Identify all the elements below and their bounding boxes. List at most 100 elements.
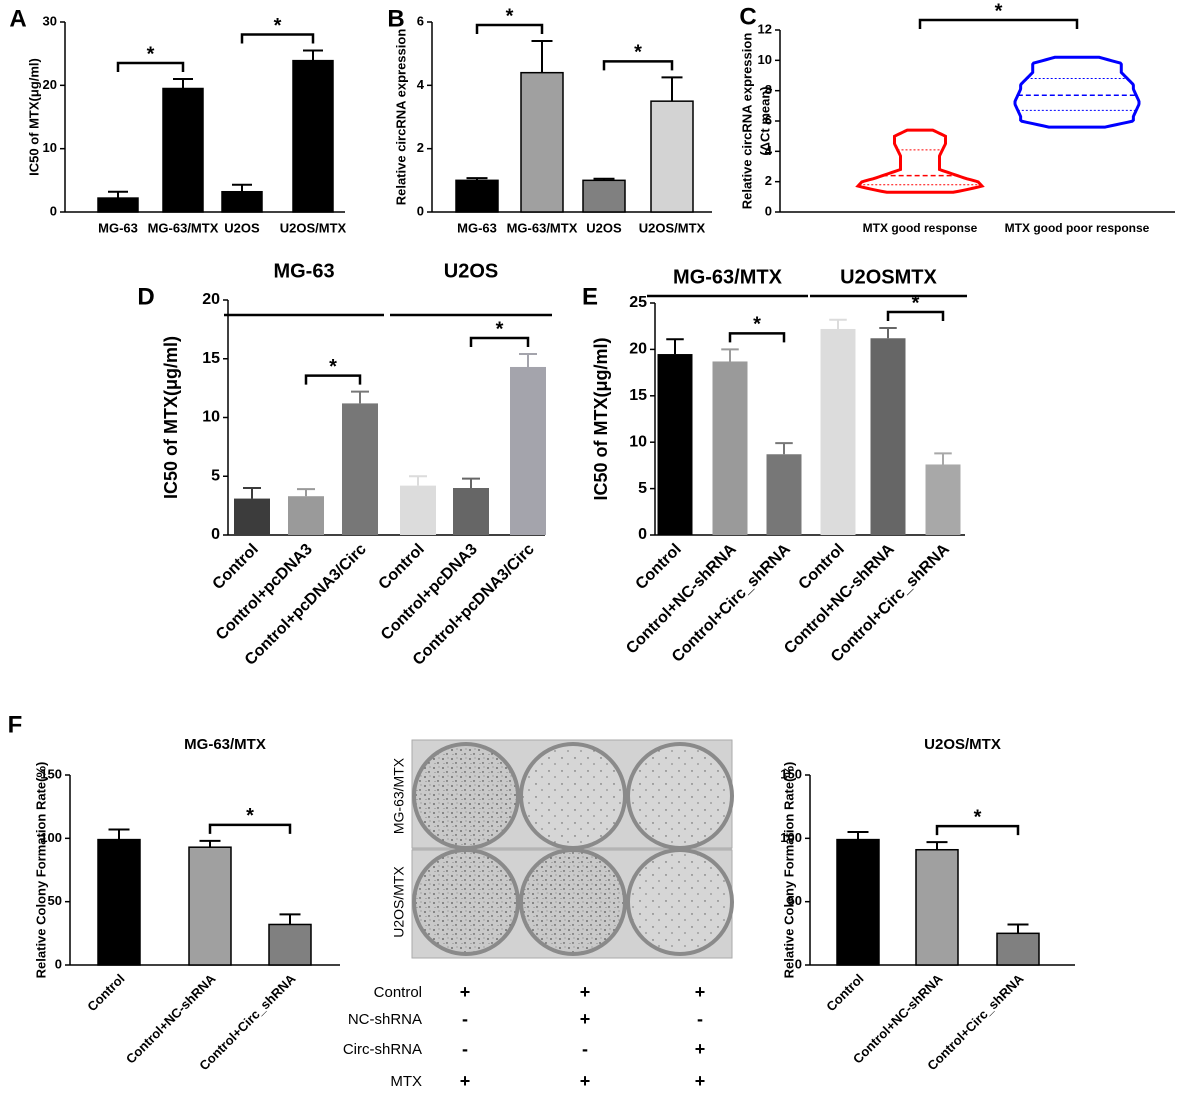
table-cell: + [580, 1071, 591, 1091]
significance-label: * [912, 292, 920, 314]
group-label: U2OS [444, 260, 498, 282]
significance-bracket [116, 61, 185, 72]
x-tick-label: Control+pcDNA3/Circ [410, 541, 538, 669]
significance-label: * [753, 314, 761, 336]
y-tick-label: 4 [765, 143, 773, 158]
x-tick-label: MG-63/MTX [507, 220, 578, 235]
y-axis-label: IC50 of MTX(μg/ml) [161, 336, 181, 499]
y-tick-label: 10 [629, 433, 647, 450]
bar [650, 100, 694, 213]
error-bar [351, 390, 369, 404]
table-cell: + [695, 1071, 706, 1091]
panel-label: D [137, 283, 154, 310]
table-cell: + [580, 982, 591, 1002]
panel-label: A [9, 5, 26, 32]
x-tick-label: Control+pcDNA3 [213, 541, 316, 644]
y-tick-label: 100 [40, 830, 62, 845]
significance-bracket [208, 823, 292, 834]
y-axis-label: Relative circRNA expression [393, 29, 408, 206]
bar [915, 848, 959, 966]
panel-label: E [582, 283, 598, 310]
y-tick-label: 2 [417, 140, 424, 155]
bar [162, 87, 204, 213]
error-bar [847, 831, 869, 840]
table-cell: + [695, 982, 706, 1002]
bar [520, 71, 564, 213]
panel-label: F [8, 711, 23, 738]
x-tick-label: Control+pcDNA3 [378, 541, 481, 644]
table-cell: - [697, 1009, 703, 1029]
bar [820, 328, 856, 535]
bar [455, 179, 499, 213]
bar [657, 354, 693, 535]
significance-label: * [274, 15, 282, 37]
violin [855, 128, 985, 194]
violin [1013, 55, 1141, 129]
image-row-label: U2OS/MTX [391, 866, 407, 938]
y-tick-label: 0 [638, 526, 647, 543]
y-axis-label: Relative Colony Formation Rate(%) [33, 762, 48, 979]
y-tick-label: 15 [629, 387, 647, 404]
chart-title: U2OS/MTX [924, 736, 1001, 753]
panel-label: C [739, 3, 756, 30]
y-tick-label: 10 [43, 140, 57, 155]
y-tick-label: 6 [417, 13, 424, 28]
x-tick-label: Control [84, 971, 127, 1014]
y-tick-label: 4 [417, 77, 425, 92]
x-tick-label: MG-63 [98, 220, 138, 235]
y-tick-label: 50 [48, 893, 62, 908]
table-row-label: Circ-shRNA [343, 1041, 422, 1058]
y-tick-label: 50 [788, 893, 802, 908]
significance-bracket [935, 824, 1020, 836]
panel-label: B [387, 5, 404, 32]
significance-label: * [147, 43, 155, 65]
y-tick-label: 20 [629, 341, 647, 358]
bar [400, 485, 436, 535]
error-bar [926, 841, 948, 850]
bar [712, 361, 748, 535]
y-tick-label: 2 [765, 173, 772, 188]
x-tick-label: Control [633, 541, 685, 593]
error-bar [199, 839, 221, 848]
bar [453, 488, 489, 535]
bar [292, 59, 334, 213]
x-tick-label: U2OS/MTX [639, 220, 706, 235]
y-tick-label: 20 [202, 291, 220, 308]
y-axis-label: IC50 of MTX(μg/ml) [591, 337, 611, 500]
y-tick-label: 5 [638, 480, 647, 497]
table-row-label: NC-shRNA [348, 1011, 422, 1028]
y-tick-label: 30 [43, 13, 57, 28]
table-cell: + [460, 982, 471, 1002]
significance-bracket [475, 23, 544, 34]
y-tick-label: 6 [765, 112, 772, 127]
significance-label: * [506, 5, 514, 27]
significance-bracket [728, 332, 786, 343]
error-bar [879, 327, 897, 339]
bar [188, 846, 232, 966]
error-bar [243, 487, 261, 499]
error-bar [409, 475, 427, 486]
table-cell: + [695, 1039, 706, 1059]
x-tick-label: Control [376, 541, 428, 593]
chart-title: MG-63/MTX [184, 736, 266, 753]
y-tick-label: 0 [765, 203, 772, 218]
image-row-label: MG-63/MTX [391, 757, 407, 834]
x-tick-label: Control [796, 541, 848, 593]
error-bar [829, 318, 847, 329]
y-axis-label: IC50 of MTX(μg/ml) [26, 58, 41, 176]
significance-label: * [634, 42, 642, 64]
significance-bracket [918, 18, 1079, 29]
bar [268, 923, 312, 966]
significance-bracket [602, 60, 674, 71]
y-tick-label: 100 [780, 830, 802, 845]
bar [925, 464, 961, 535]
bar [97, 197, 139, 213]
y-tick-label: 0 [211, 526, 220, 543]
error-bar [934, 452, 952, 465]
x-tick-label: MG-63 [457, 220, 497, 235]
bar [97, 838, 141, 966]
error-bar [661, 76, 683, 102]
table-row-label: MTX [390, 1073, 422, 1090]
group-label: MG-63/MTX [673, 266, 783, 288]
